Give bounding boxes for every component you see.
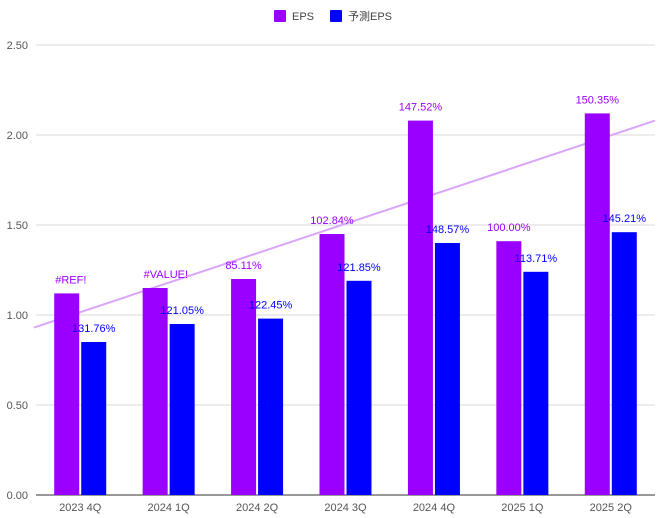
legend[interactable]: EPS 予測EPS (274, 9, 392, 23)
y-axis-ticks: 0.00 0.50 1.00 1.50 2.00 2.50 (7, 40, 28, 502)
data-label: 85.11% (225, 260, 262, 272)
eps-trendline (33, 119, 656, 329)
data-label: 113.71% (515, 253, 558, 265)
trendline (33, 119, 656, 329)
data-label: 145.21% (603, 213, 647, 225)
data-label: #VALUE! (144, 269, 188, 281)
x-tick-label: 2025 1Q (501, 502, 544, 514)
bar-eps[interactable] (584, 113, 610, 496)
legend-swatch[interactable] (274, 10, 286, 22)
bar-forecast-eps[interactable] (611, 232, 637, 495)
bar-forecast-eps[interactable] (81, 342, 107, 495)
bar-eps[interactable] (142, 288, 168, 495)
legend-label[interactable]: EPS (292, 11, 314, 23)
data-label: 102.84% (310, 215, 354, 227)
x-tick-label: 2023 4Q (59, 502, 102, 514)
bar-forecast-eps[interactable] (346, 280, 372, 495)
data-label: 121.05% (160, 305, 204, 317)
y-tick-label: 2.50 (7, 40, 28, 52)
x-tick-label: 2024 2Q (236, 502, 279, 514)
y-tick-label: 2.00 (7, 130, 28, 142)
bar-forecast-eps[interactable] (523, 271, 549, 495)
data-label: 100.00% (487, 222, 531, 234)
y-tick-label: 1.50 (7, 220, 28, 232)
y-tick-label: 1.00 (7, 310, 28, 322)
data-labels: #REF! #VALUE! 85.11% 102.84% 147.52% 100.00% 1… (55, 94, 646, 335)
data-label: 147.52% (399, 102, 443, 114)
bars (54, 113, 637, 496)
bar-forecast-eps[interactable] (258, 318, 284, 495)
bar-eps[interactable] (319, 234, 345, 495)
x-tick-label: 2024 1Q (148, 502, 191, 514)
y-tick-label: 0.50 (7, 400, 28, 412)
x-tick-label: 2025 2Q (590, 502, 633, 514)
x-axis-ticks: 2023 4Q 2024 1Q 2024 2Q 2024 3Q 2024 4Q 2025 … (59, 502, 632, 514)
data-label: 150.35% (576, 94, 620, 106)
x-tick-label: 2024 4Q (413, 502, 456, 514)
bar-eps[interactable] (407, 120, 433, 495)
data-label: 131.76% (72, 323, 116, 335)
legend-label[interactable]: 予測EPS (348, 9, 392, 23)
bar-eps[interactable] (496, 241, 522, 495)
bar-eps[interactable] (54, 293, 80, 495)
bar-forecast-eps[interactable] (434, 243, 460, 495)
legend-swatch[interactable] (330, 10, 342, 22)
bar-eps[interactable] (231, 279, 257, 495)
data-label: 121.85% (337, 262, 381, 274)
data-label: #REF! (55, 274, 86, 286)
gridlines (36, 44, 655, 496)
data-label: 148.57% (426, 224, 470, 236)
bar-forecast-eps[interactable] (169, 324, 195, 495)
data-label: 122.45% (249, 300, 293, 312)
y-tick-label: 0.00 (7, 490, 28, 502)
x-tick-label: 2024 3Q (324, 502, 367, 514)
